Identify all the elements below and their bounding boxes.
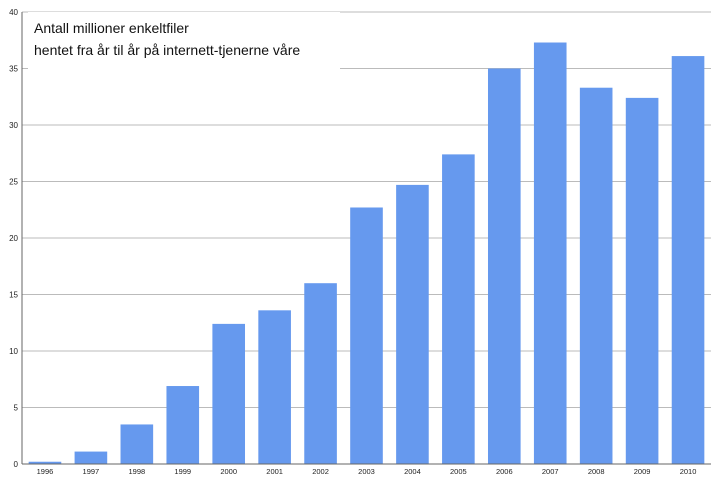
x-tick-label-1996: 1996 [37,467,54,476]
y-tick-label-15: 15 [9,291,18,300]
x-tick-label-2002: 2002 [312,467,329,476]
x-tick-label-2009: 2009 [634,467,651,476]
bar-2004 [396,184,429,464]
y-tick-label-10: 10 [9,347,18,356]
x-tick-label-2008: 2008 [588,467,605,476]
y-tick-label-30: 30 [9,121,18,130]
y-tick-label-25: 25 [9,178,18,187]
x-tick-label-2010: 2010 [680,467,697,476]
x-tick-label-2006: 2006 [496,467,513,476]
x-tick-label-2001: 2001 [266,467,283,476]
bar-1999 [166,386,200,464]
y-tick-label-0: 0 [14,460,19,469]
x-tick-label-2004: 2004 [404,467,421,476]
x-tick-label-2005: 2005 [450,467,467,476]
y-tick-label-35: 35 [9,65,18,74]
bar-2006 [487,68,521,464]
x-tick-label-1997: 1997 [83,467,100,476]
y-tick-label-20: 20 [9,234,18,243]
bar-2002 [304,283,337,464]
bar-2009 [625,97,659,464]
axes [21,12,711,465]
bar-1998 [120,424,154,464]
bar-1996 [28,461,62,464]
bar-1997 [74,451,108,464]
chart-title-line-1: Antall millioner enkeltfiler [34,20,189,36]
bar-2008 [579,87,613,465]
bar-2010 [671,56,705,464]
y-tick-label-5: 5 [14,404,19,413]
x-tick-label-2000: 2000 [220,467,237,476]
bar-2005 [442,154,475,464]
x-tick-label-2003: 2003 [358,467,375,476]
chart-title-line-2: hentet fra år til år på internett-tjener… [34,42,300,58]
bar-2007 [533,42,567,464]
x-tick-label-1999: 1999 [174,467,191,476]
y-tick-labels: 0 5 10 15 20 25 30 35 40 [9,8,18,469]
bar-2000 [212,323,246,464]
bar-2001 [258,310,291,464]
x-tick-labels: 1996 1997 1998 1999 2000 2001 2002 2003 2004 2005… [37,467,697,476]
title-background [28,12,340,70]
bar-2003 [350,207,383,465]
x-tick-label-1998: 1998 [128,467,145,476]
x-tick-label-2007: 2007 [542,467,559,476]
bars [28,42,705,465]
y-tick-label-40: 40 [9,8,18,17]
